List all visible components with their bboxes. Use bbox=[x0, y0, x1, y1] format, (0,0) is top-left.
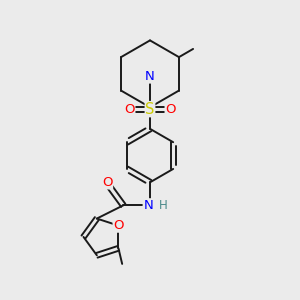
Text: N: N bbox=[143, 199, 153, 212]
Text: S: S bbox=[145, 102, 155, 117]
Text: N: N bbox=[145, 70, 155, 83]
Text: O: O bbox=[102, 176, 112, 189]
Text: O: O bbox=[113, 219, 124, 232]
Text: O: O bbox=[165, 103, 176, 116]
Text: H: H bbox=[159, 199, 167, 212]
Text: O: O bbox=[124, 103, 135, 116]
